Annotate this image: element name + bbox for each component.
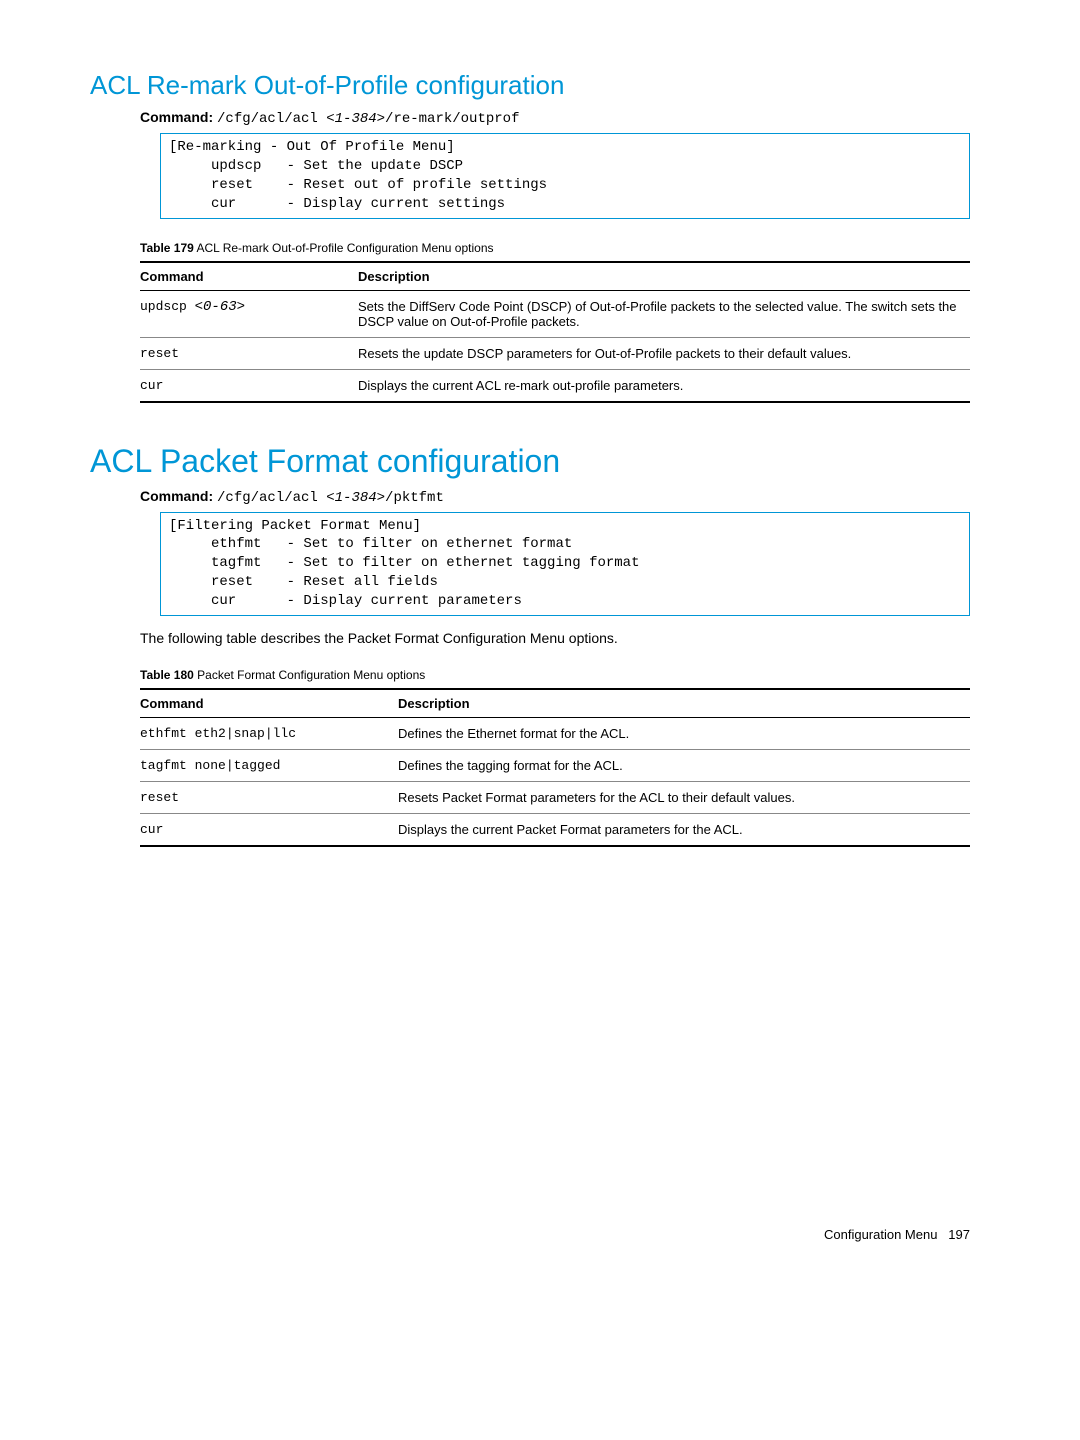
- section2-table: Command Description ethfmt eth2|snap|llc…: [140, 688, 970, 847]
- command-label: Command:: [140, 109, 213, 125]
- section1-terminal: [Re-marking - Out Of Profile Menu] updsc…: [160, 133, 970, 219]
- col-command: Command: [140, 262, 358, 291]
- section1-heading: ACL Re-mark Out-of-Profile configuration: [90, 70, 990, 101]
- desc-text: Resets the update DSCP parameters for Ou…: [358, 337, 970, 369]
- section1-table-caption: Table 179 ACL Re-mark Out-of-Profile Con…: [140, 241, 990, 255]
- section1-table: Command Description updscp <0-63> Sets t…: [140, 261, 970, 403]
- table-caption-text: Packet Format Configuration Menu options: [197, 668, 425, 682]
- cmd-text: cur: [140, 814, 398, 847]
- col-description: Description: [358, 262, 970, 291]
- command-prefix: /cfg/acl/acl: [217, 111, 326, 127]
- cmd-text: updscp: [140, 299, 195, 314]
- section2-intro: The following table describes the Packet…: [140, 630, 990, 646]
- table-row: ethfmt eth2|snap|llc Defines the Etherne…: [140, 718, 970, 750]
- command-label: Command:: [140, 488, 213, 504]
- desc-text: Displays the current ACL re-mark out-pro…: [358, 369, 970, 402]
- desc-text: Sets the DiffServ Code Point (DSCP) of O…: [358, 290, 970, 337]
- table-caption-label: Table 180: [140, 668, 194, 682]
- footer-text: Configuration Menu: [824, 1227, 937, 1242]
- table-row: updscp <0-63> Sets the DiffServ Code Poi…: [140, 290, 970, 337]
- section2-terminal: [Filtering Packet Format Menu] ethfmt - …: [160, 512, 970, 616]
- desc-text: Displays the current Packet Format param…: [398, 814, 970, 847]
- section2-table-caption: Table 180 Packet Format Configuration Me…: [140, 668, 990, 682]
- table-row: reset Resets Packet Format parameters fo…: [140, 782, 970, 814]
- desc-text: Defines the tagging format for the ACL.: [398, 750, 970, 782]
- cmd-text: tagfmt none|tagged: [140, 750, 398, 782]
- command-arg: <1-384>: [326, 111, 385, 127]
- cmd-text: reset: [140, 346, 179, 361]
- footer-page: 197: [948, 1227, 970, 1242]
- table-row: cur Displays the current ACL re-mark out…: [140, 369, 970, 402]
- cmd-arg: <0-63>: [195, 299, 245, 315]
- section2-heading: ACL Packet Format configuration: [90, 443, 990, 480]
- table-row: reset Resets the update DSCP parameters …: [140, 337, 970, 369]
- command-suffix: /pktfmt: [385, 490, 444, 506]
- cmd-text: ethfmt eth2|snap|llc: [140, 718, 398, 750]
- table-caption-label: Table 179: [140, 241, 194, 255]
- col-command: Command: [140, 689, 398, 718]
- page-footer: Configuration Menu 197: [90, 1227, 970, 1242]
- col-description: Description: [398, 689, 970, 718]
- command-suffix: /re-mark/outprof: [385, 111, 519, 127]
- cmd-text: cur: [140, 378, 163, 393]
- cmd-text: reset: [140, 782, 398, 814]
- table-row: cur Displays the current Packet Format p…: [140, 814, 970, 847]
- command-prefix: /cfg/acl/acl: [217, 490, 326, 506]
- table-caption-text: ACL Re-mark Out-of-Profile Configuration…: [196, 241, 493, 255]
- desc-text: Defines the Ethernet format for the ACL.: [398, 718, 970, 750]
- table-row: tagfmt none|tagged Defines the tagging f…: [140, 750, 970, 782]
- command-arg: <1-384>: [326, 490, 385, 506]
- section1-command-line: Command: /cfg/acl/acl <1-384>/re-mark/ou…: [140, 109, 990, 127]
- desc-text: Resets Packet Format parameters for the …: [398, 782, 970, 814]
- section2-command-line: Command: /cfg/acl/acl <1-384>/pktfmt: [140, 488, 990, 506]
